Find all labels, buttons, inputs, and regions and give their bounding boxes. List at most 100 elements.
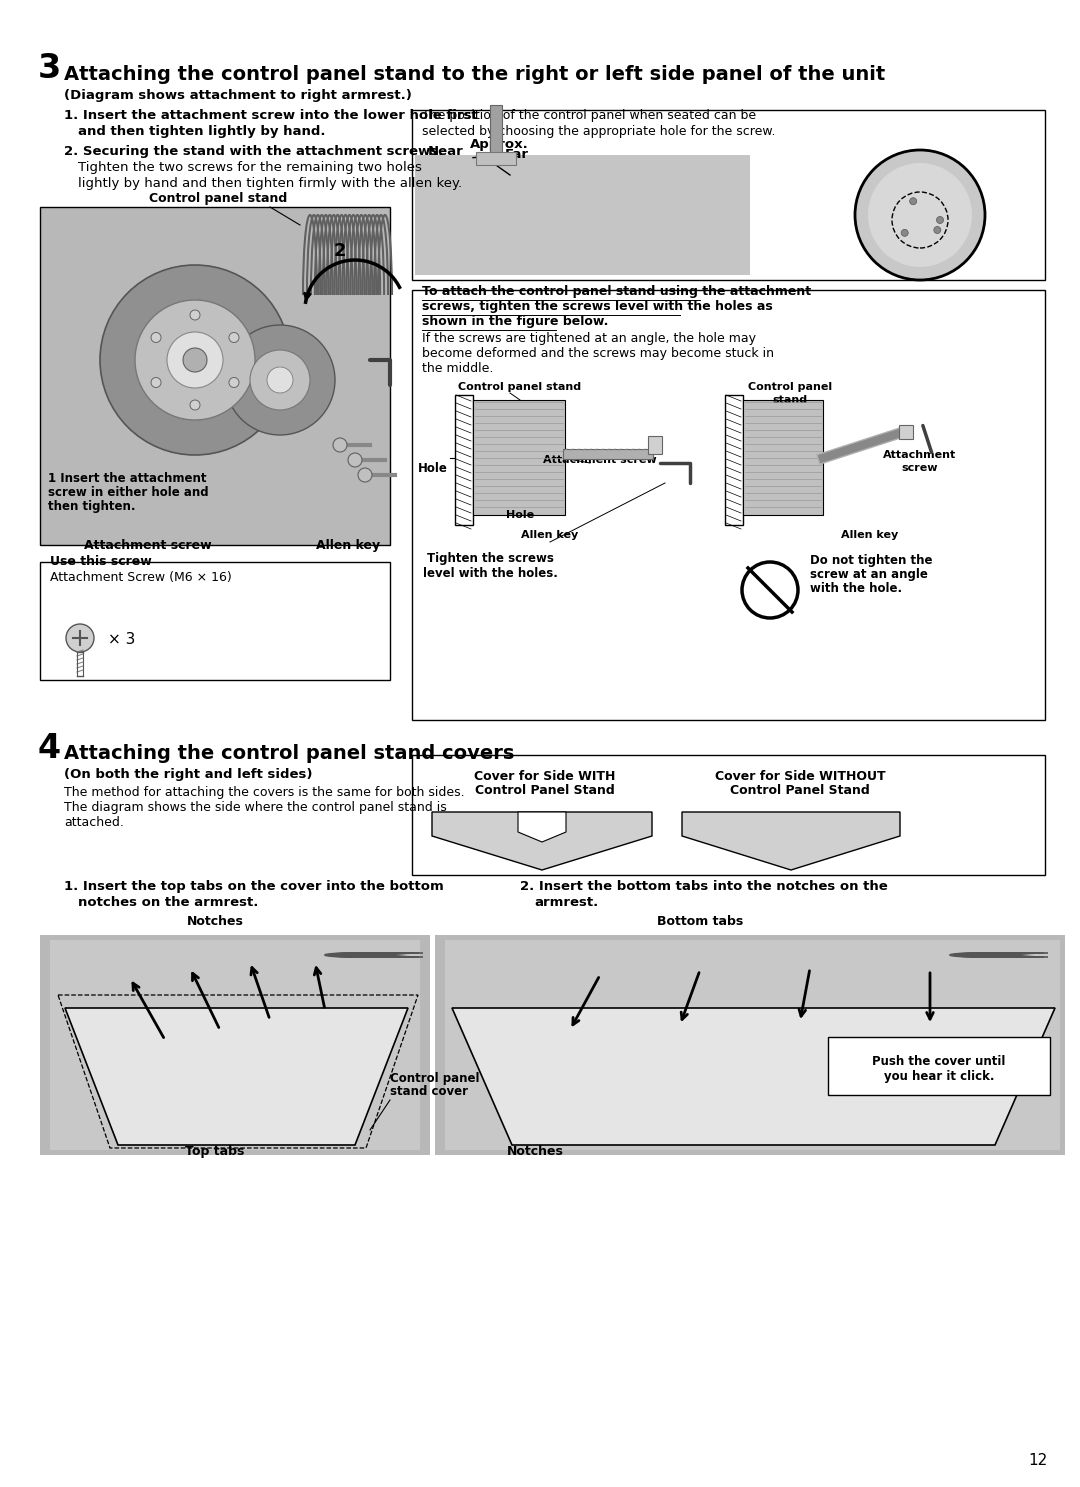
Text: Tighten the two screws for the remaining two holes: Tighten the two screws for the remaining…	[78, 161, 422, 174]
Text: Approx.: Approx.	[470, 138, 529, 152]
Text: Far: Far	[505, 149, 529, 161]
Text: shown in the figure below.: shown in the figure below.	[422, 315, 608, 329]
Circle shape	[225, 326, 335, 436]
Circle shape	[183, 348, 207, 372]
Text: Top tabs: Top tabs	[186, 1145, 245, 1158]
Text: stand cover: stand cover	[390, 1086, 468, 1097]
Bar	[899, 425, 913, 439]
Circle shape	[151, 378, 161, 388]
Text: screws, tighten the screws level with the holes as: screws, tighten the screws level with th…	[422, 300, 773, 312]
Text: notches on the armrest.: notches on the armrest.	[78, 897, 258, 909]
Text: 2. Securing the stand with the attachment screws.: 2. Securing the stand with the attachmen…	[64, 146, 443, 158]
Text: Attaching the control panel stand to the right or left side panel of the unit: Attaching the control panel stand to the…	[64, 65, 886, 83]
Circle shape	[742, 562, 798, 619]
Text: Allen key: Allen key	[316, 538, 380, 552]
Circle shape	[936, 217, 944, 223]
Circle shape	[934, 226, 941, 233]
Text: 2. Insert the bottom tabs into the notches on the: 2. Insert the bottom tabs into the notch…	[519, 880, 888, 894]
Text: Attachment screw: Attachment screw	[543, 455, 657, 465]
Circle shape	[249, 349, 310, 410]
Text: lightly by hand and then tighten firmly with the allen key.: lightly by hand and then tighten firmly …	[78, 177, 462, 190]
Text: Tighten the screws: Tighten the screws	[427, 552, 553, 565]
Bar	[563, 449, 653, 459]
Text: level with the holes.: level with the holes.	[422, 567, 557, 580]
Bar	[411, 755, 1045, 874]
Circle shape	[855, 150, 985, 280]
Bar	[828, 1036, 1050, 1094]
Text: Attachment: Attachment	[883, 451, 957, 459]
Text: Push the cover until: Push the cover until	[873, 1054, 1005, 1068]
Text: 20°: 20°	[480, 152, 501, 164]
Text: Control Panel Stand: Control Panel Stand	[730, 784, 869, 797]
Circle shape	[909, 198, 917, 205]
Text: screw at an angle: screw at an angle	[810, 568, 928, 581]
Text: 2: 2	[334, 242, 347, 260]
Text: Control Panel Stand: Control Panel Stand	[475, 784, 615, 797]
Circle shape	[357, 468, 372, 482]
Text: Near: Near	[428, 146, 463, 158]
Text: (On both the right and left sides): (On both the right and left sides)	[64, 767, 312, 781]
Text: × 3: × 3	[108, 632, 135, 647]
Text: 4: 4	[38, 732, 62, 764]
Circle shape	[868, 164, 972, 268]
Text: 1. Insert the attachment screw into the lower hole first: 1. Insert the attachment screw into the …	[64, 109, 477, 122]
Text: Control panel stand: Control panel stand	[458, 382, 581, 393]
Text: Bottom tabs: Bottom tabs	[657, 915, 743, 928]
Text: 3: 3	[38, 52, 62, 85]
Polygon shape	[65, 1008, 408, 1145]
Text: the middle.: the middle.	[422, 361, 494, 375]
Text: you hear it click.: you hear it click.	[883, 1071, 995, 1083]
Text: If the screws are tightened at an angle, the hole may: If the screws are tightened at an angle,…	[422, 332, 756, 345]
Bar	[40, 935, 430, 1155]
Text: The method for attaching the covers is the same for both sides.: The method for attaching the covers is t…	[64, 787, 464, 799]
Circle shape	[66, 625, 94, 651]
Text: become deformed and the screws may become stuck in: become deformed and the screws may becom…	[422, 346, 774, 360]
Bar	[435, 935, 1065, 1155]
Bar	[473, 400, 565, 515]
Text: Attachment Screw (M6 × 16): Attachment Screw (M6 × 16)	[50, 571, 232, 584]
Bar	[490, 106, 502, 161]
Text: then tighten.: then tighten.	[48, 500, 135, 513]
Text: Hole: Hole	[418, 462, 448, 474]
Text: Control panel stand: Control panel stand	[149, 192, 287, 205]
Text: screw in either hole and: screw in either hole and	[48, 486, 208, 500]
Bar	[411, 110, 1045, 280]
Text: 1 Insert the attachment: 1 Insert the attachment	[48, 471, 206, 485]
Bar	[414, 149, 1043, 278]
Text: with the hole.: with the hole.	[810, 581, 902, 595]
Text: Notches: Notches	[507, 1145, 564, 1158]
Circle shape	[135, 300, 255, 419]
Text: screw: screw	[902, 462, 939, 473]
Text: armrest.: armrest.	[534, 897, 598, 909]
Circle shape	[151, 333, 161, 342]
Bar	[725, 396, 743, 525]
Text: Attachment screw: Attachment screw	[84, 538, 212, 552]
Text: Control panel: Control panel	[748, 382, 832, 393]
Text: attached.: attached.	[64, 816, 124, 828]
Bar	[455, 396, 473, 525]
Bar	[743, 400, 823, 515]
Text: To attach the control panel stand using the attachment: To attach the control panel stand using …	[422, 286, 811, 297]
Text: Allen key: Allen key	[841, 529, 899, 540]
Circle shape	[190, 400, 200, 410]
Text: 12: 12	[1029, 1453, 1048, 1468]
Circle shape	[229, 333, 239, 342]
Text: 1. Insert the top tabs on the cover into the bottom: 1. Insert the top tabs on the cover into…	[64, 880, 444, 894]
Polygon shape	[415, 155, 750, 275]
Text: Allen key: Allen key	[522, 529, 579, 540]
Text: The position of the control panel when seated can be: The position of the control panel when s…	[422, 109, 756, 122]
Bar	[40, 207, 390, 546]
Circle shape	[267, 367, 293, 393]
Text: Do not tighten the: Do not tighten the	[810, 555, 932, 567]
Circle shape	[190, 309, 200, 320]
Bar	[411, 290, 1045, 720]
Text: stand: stand	[772, 396, 808, 404]
Circle shape	[100, 265, 291, 455]
Polygon shape	[432, 812, 652, 870]
Text: Cover for Side WITHOUT: Cover for Side WITHOUT	[715, 770, 886, 784]
Text: (Diagram shows attachment to right armrest.): (Diagram shows attachment to right armre…	[64, 89, 411, 103]
Text: Attaching the control panel stand covers: Attaching the control panel stand covers	[64, 744, 514, 763]
Bar	[648, 436, 662, 454]
Text: The diagram shows the side where the control panel stand is: The diagram shows the side where the con…	[64, 801, 447, 813]
Text: selected by choosing the appropriate hole for the screw.: selected by choosing the appropriate hol…	[422, 125, 775, 138]
